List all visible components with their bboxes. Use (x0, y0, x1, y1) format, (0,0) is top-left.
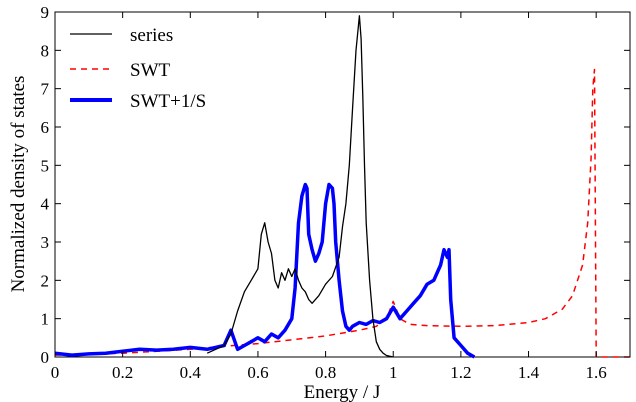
x-axis-label: Energy / J (304, 382, 381, 402)
series-line-swt (54, 68, 630, 358)
y-tick-label: 9 (41, 3, 50, 22)
series-line-series (206, 15, 394, 358)
ticks-layer: 0 0.2 0.4 0.6 0.8 1 1.2 1.4 1.6 0 1 2 3 4 5 6 7 8 9 (41, 3, 630, 382)
y-tick-label: 6 (41, 118, 50, 137)
y-tick-label: 0 (41, 348, 50, 367)
y-tick-label: 1 (41, 310, 50, 329)
x-tick-label: 0.8 (315, 363, 336, 382)
y-tick-label: 3 (41, 233, 50, 252)
x-tick-label: 0.6 (247, 363, 268, 382)
x-tick-label: 1 (389, 363, 398, 382)
y-tick-label: 8 (41, 41, 50, 60)
y-tick-label: 7 (41, 80, 50, 99)
y-tick-label: 4 (41, 195, 50, 214)
x-tick-label: 1.4 (518, 363, 540, 382)
legend-label-swt: SWT (130, 60, 171, 81)
series-line-swt-1s (54, 182, 476, 359)
y-axis-label: Normalized density of states (8, 76, 29, 293)
x-tick-label: 0.2 (112, 363, 133, 382)
x-tick-label: 1.6 (586, 363, 607, 382)
series-layer (54, 15, 630, 359)
x-tick-label: 0 (51, 363, 60, 382)
x-tick-label: 1.2 (450, 363, 471, 382)
legend: series SWT SWT+1/S (70, 25, 206, 112)
legend-label-series: series (130, 25, 173, 46)
y-tick-label: 2 (41, 271, 50, 290)
legend-label-swt-1s: SWT+1/S (130, 91, 206, 112)
x-tick-label: 0.4 (180, 363, 202, 382)
plot-area: 0 0.2 0.4 0.6 0.8 1 1.2 1.4 1.6 0 1 2 3 4 5 6 7 8 9 (41, 3, 631, 382)
y-tick-label: 5 (41, 156, 50, 175)
plot-frame (54, 11, 631, 358)
